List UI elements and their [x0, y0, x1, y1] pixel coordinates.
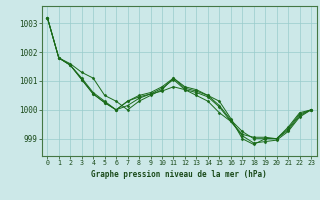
- X-axis label: Graphe pression niveau de la mer (hPa): Graphe pression niveau de la mer (hPa): [91, 170, 267, 179]
